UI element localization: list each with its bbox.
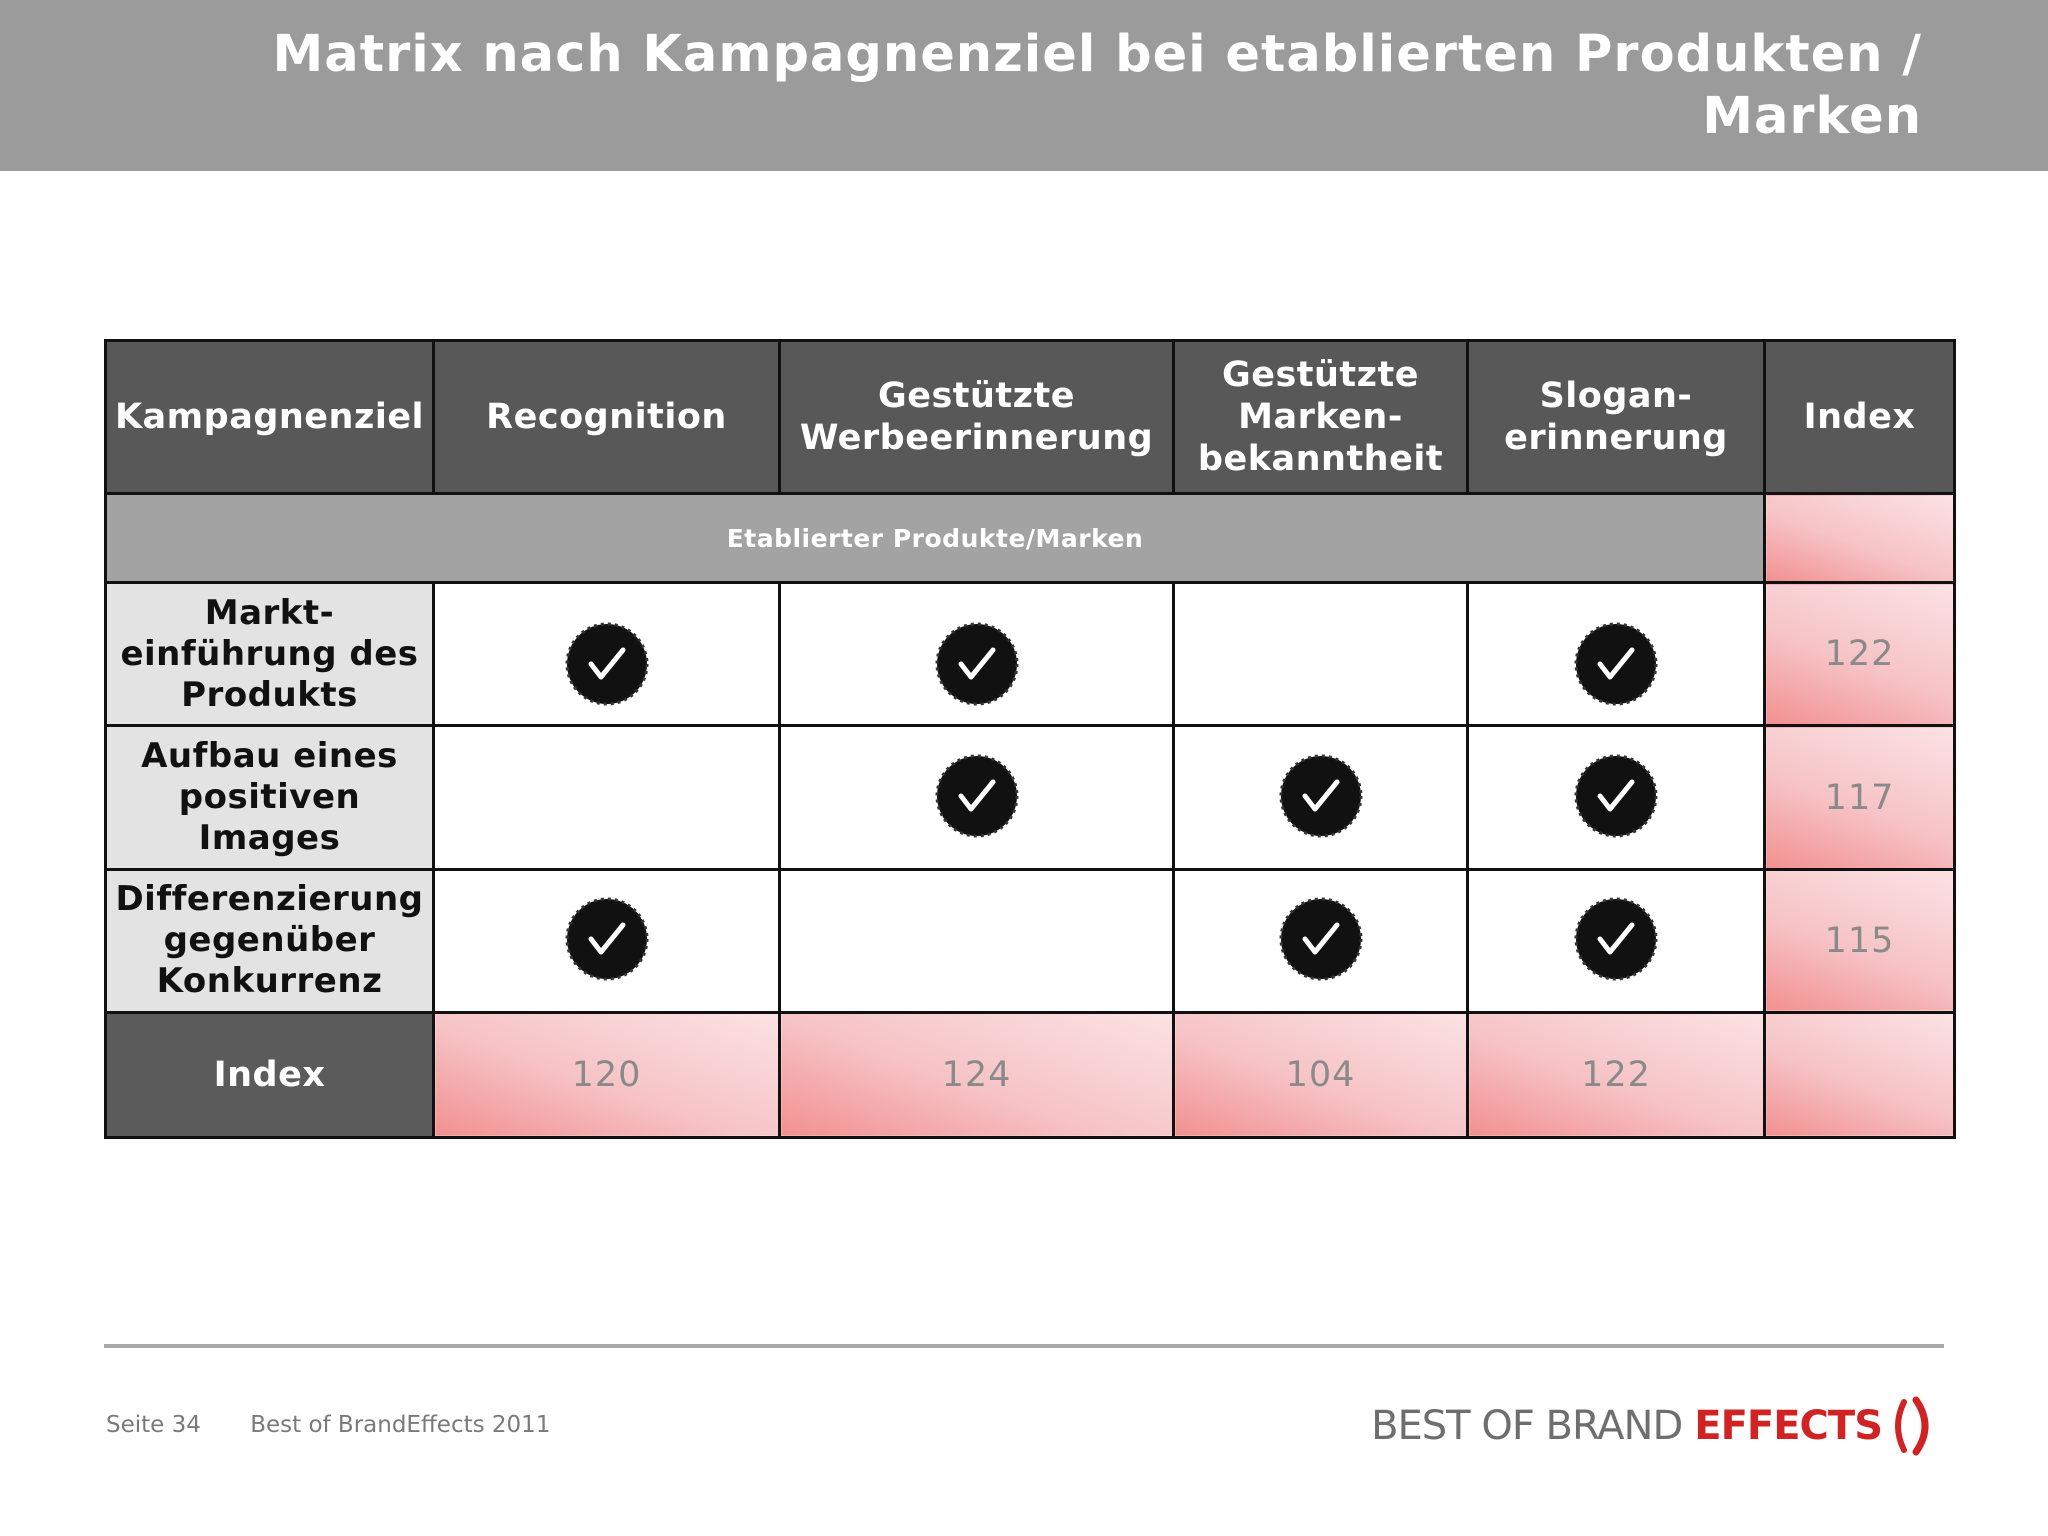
row-index-value: 117 (1763, 724, 1956, 871)
check-cell (778, 581, 1175, 728)
logo-text-part2: EFFECTS (1694, 1403, 1883, 1449)
header-markenbekanntheit: Gestützte Marken-bekanntheit (1172, 338, 1469, 496)
checkmark-badge-icon (1572, 752, 1660, 840)
row-label: Markt-einführung des Produkts (104, 581, 435, 728)
checkmark-badge-icon (933, 752, 1021, 840)
footer: Seite 34 Best of BrandEffects 2011 (106, 1412, 592, 1438)
header-werbeerinnerung: Gestützte Werbeerinnerung (778, 338, 1175, 496)
group-index-cell (1763, 492, 1956, 585)
checkmark-badge-icon (1277, 752, 1365, 840)
row-index-value: 115 (1763, 867, 1956, 1014)
column-index-value: 122 (1466, 1010, 1766, 1140)
header-recognition: Recognition (432, 338, 781, 496)
check-cell (1172, 724, 1469, 871)
check-cell (432, 867, 781, 1014)
check-cell (432, 724, 781, 871)
table-row: Aufbau eines positiven Images 117 (104, 724, 1956, 871)
check-cell (778, 867, 1175, 1014)
column-index-value: 124 (778, 1010, 1175, 1140)
check-cell (1466, 581, 1766, 728)
page-title: Matrix nach Kampagnenziel bei etablierte… (272, 25, 1922, 146)
campaign-matrix-table: Kampagnenziel Recognition Gestützte Werb… (104, 338, 1956, 1140)
check-cell (432, 581, 781, 728)
header-slogan: Slogan-erinnerung (1466, 338, 1766, 496)
footer-divider (104, 1344, 1944, 1348)
check-cell (1172, 867, 1469, 1014)
table-row: Markt-einführung des Produkts 122 (104, 581, 1956, 728)
empty-index-cell (1763, 1010, 1956, 1140)
header-index: Index (1763, 338, 1956, 496)
check-cell (1466, 867, 1766, 1014)
checkmark-badge-icon (1277, 895, 1365, 983)
column-index-value: 104 (1172, 1010, 1469, 1140)
title-bar: Matrix nach Kampagnenziel bei etablierte… (0, 0, 2048, 171)
logo-text-part1: BEST OF BRAND (1371, 1403, 1683, 1449)
group-row: Etablierter Produkte/Marken (104, 492, 1956, 585)
row-label: Aufbau eines positiven Images (104, 724, 435, 871)
check-cell (1172, 581, 1469, 728)
check-cell (1466, 724, 1766, 871)
column-index-value: 120 (432, 1010, 781, 1140)
index-row-label: Index (104, 1010, 435, 1140)
logo-bracket-icon (1895, 1396, 1929, 1456)
group-label: Etablierter Produkte/Marken (104, 492, 1766, 585)
page-number: Seite 34 (106, 1412, 201, 1438)
footer-source: Best of BrandEffects 2011 (250, 1412, 551, 1438)
brand-logo: BEST OF BRAND EFFECTS (1371, 1394, 1938, 1458)
index-row: Index 120 124 104 122 (104, 1010, 1956, 1140)
header-kampagnenziel: Kampagnenziel (104, 338, 435, 496)
row-label: Differenzierung gegenüber Konkurrenz (104, 867, 435, 1014)
row-index-value: 122 (1763, 581, 1956, 728)
header-row: Kampagnenziel Recognition Gestützte Werb… (104, 338, 1956, 496)
checkmark-badge-icon (563, 620, 651, 708)
check-cell (778, 724, 1175, 871)
checkmark-badge-icon (1572, 620, 1660, 708)
table-row: Differenzierung gegenüber Konkurrenz 115 (104, 867, 1956, 1014)
checkmark-badge-icon (563, 895, 651, 983)
checkmark-badge-icon (933, 620, 1021, 708)
checkmark-badge-icon (1572, 895, 1660, 983)
